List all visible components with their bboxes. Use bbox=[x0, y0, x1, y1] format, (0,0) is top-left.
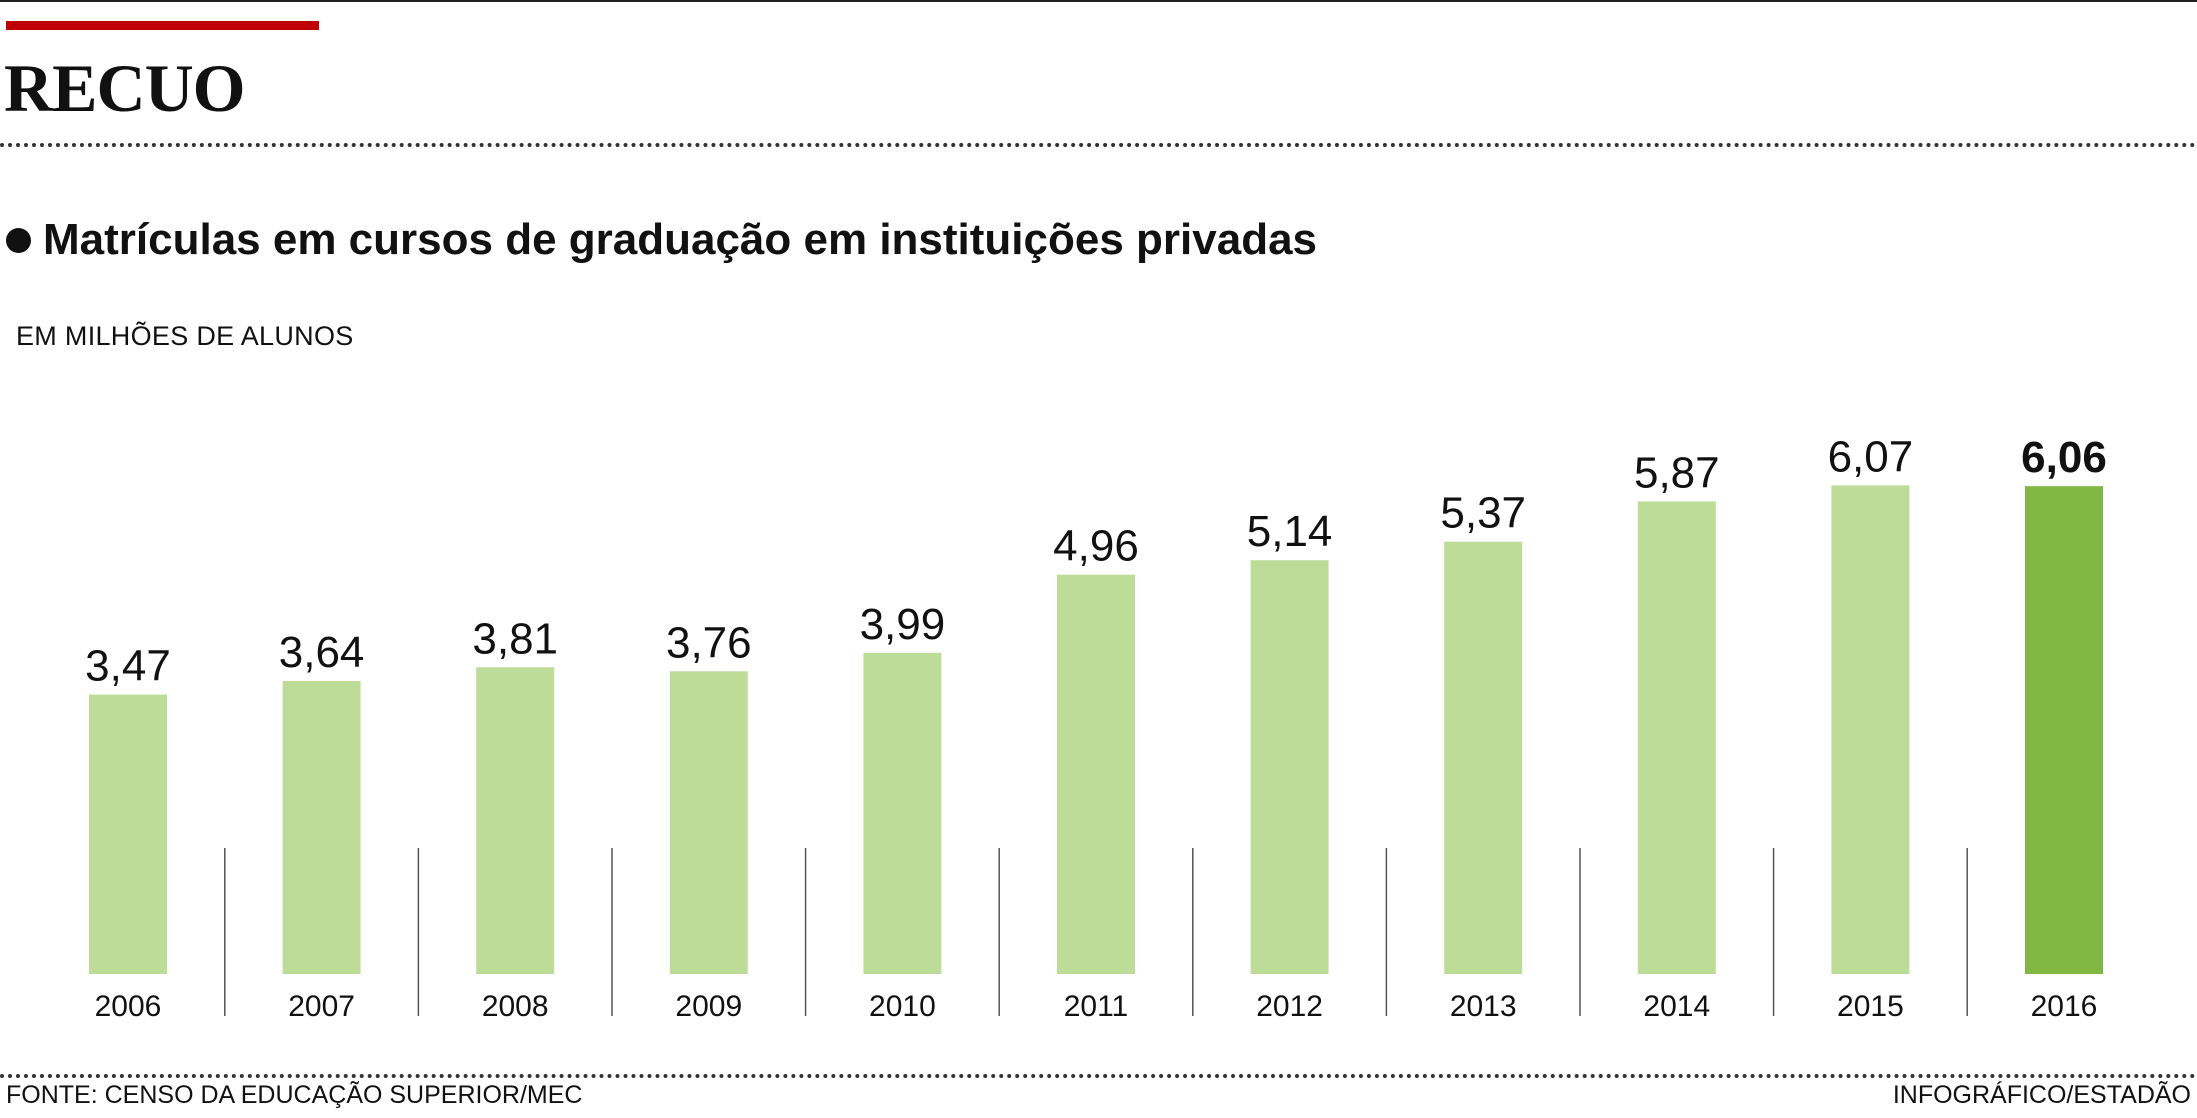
category-label-2010: 2010 bbox=[869, 990, 936, 1023]
bar-2007 bbox=[282, 680, 361, 974]
value-label-2016: 6,06 bbox=[2021, 433, 2107, 482]
bar-2009 bbox=[669, 671, 748, 974]
value-label-2014: 5,87 bbox=[1634, 448, 1720, 497]
unit-label: EM MILHÕES DE ALUNOS bbox=[16, 321, 354, 351]
headline: RECUO bbox=[4, 50, 246, 126]
bar-2016 bbox=[2025, 486, 2103, 974]
chart-title-row: Matrículas em cursos de graduação em ins… bbox=[6, 218, 1317, 262]
bar-2006 bbox=[89, 694, 167, 974]
accent-bar bbox=[6, 21, 319, 30]
dotted-divider-bottom bbox=[0, 1074, 2197, 1078]
category-label-2007: 2007 bbox=[288, 990, 355, 1023]
value-label-2008: 3,81 bbox=[472, 614, 558, 663]
bar-2011 bbox=[1057, 574, 1135, 974]
category-label-2009: 2009 bbox=[675, 990, 742, 1023]
category-label-2011: 2011 bbox=[1064, 990, 1129, 1023]
category-label-2015: 2015 bbox=[1837, 990, 1904, 1023]
credit-note: INFOGRÁFICO/ESTADÃO bbox=[1892, 1081, 2191, 1109]
category-label-2014: 2014 bbox=[1643, 990, 1710, 1023]
bar-2014 bbox=[1637, 501, 1716, 974]
category-label-2012: 2012 bbox=[1256, 990, 1323, 1023]
value-label-2010: 3,99 bbox=[860, 600, 946, 649]
category-label-2006: 2006 bbox=[95, 990, 162, 1023]
value-label-2012: 5,14 bbox=[1247, 507, 1333, 556]
bar-chart: 3,47 2006 3,64 2007 3,81 2008 3,76 2009 3,99 2010… bbox=[85, 432, 2107, 1023]
category-label-2013: 2013 bbox=[1450, 990, 1517, 1023]
bar-2015 bbox=[1831, 485, 1910, 974]
bar-2010 bbox=[863, 652, 942, 974]
source-note: FONTE: CENSO DA EDUCAÇÃO SUPERIOR/MEC bbox=[6, 1081, 583, 1109]
bullet-icon bbox=[6, 227, 31, 253]
value-label-2006: 3,47 bbox=[85, 642, 171, 691]
category-label-2008: 2008 bbox=[482, 990, 549, 1023]
value-label-2013: 5,37 bbox=[1440, 489, 1526, 538]
chart-title: Matrículas em cursos de graduação em ins… bbox=[43, 215, 1318, 264]
value-label-2009: 3,76 bbox=[666, 618, 752, 667]
category-label-2016: 2016 bbox=[2031, 990, 2098, 1023]
top-rule bbox=[0, 0, 2197, 2]
bar-2008 bbox=[476, 667, 555, 974]
bar-2013 bbox=[1444, 541, 1523, 974]
bar-2012 bbox=[1250, 560, 1329, 974]
value-label-2011: 4,96 bbox=[1053, 522, 1139, 571]
dotted-divider-top bbox=[0, 143, 2197, 147]
value-label-2015: 6,07 bbox=[1828, 432, 1914, 481]
value-label-2007: 3,64 bbox=[279, 628, 365, 677]
